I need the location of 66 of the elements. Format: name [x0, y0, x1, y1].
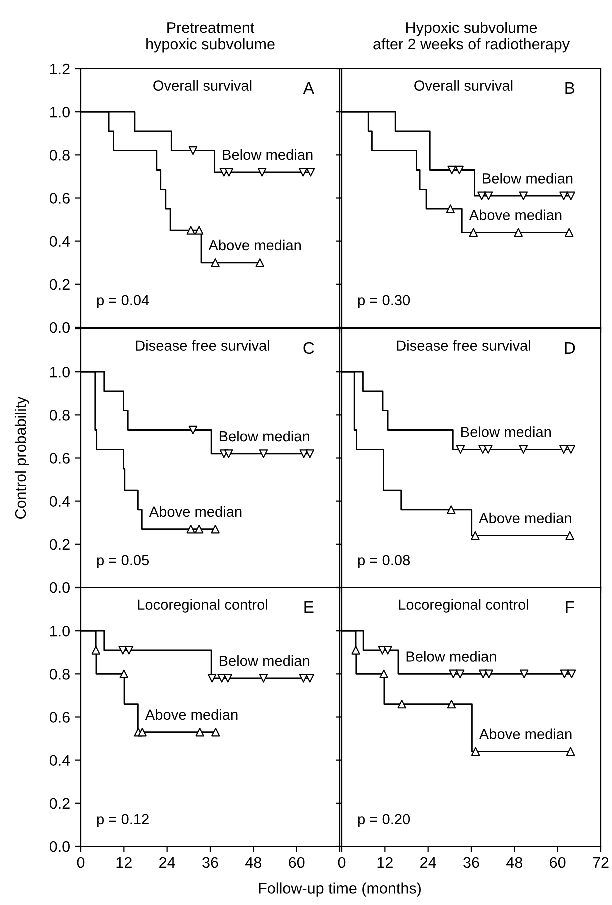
series-label: Above median: [149, 506, 242, 518]
series-label: Above median: [479, 728, 572, 740]
text: Locoregional control: [399, 599, 528, 613]
series-label: Below median: [220, 430, 310, 442]
y-tick-label: 0.8: [50, 410, 70, 421]
y-tick-label: 0.2: [50, 798, 70, 810]
y-axis-title: Control probability: [14, 396, 30, 520]
x-tick-label: 48: [246, 857, 262, 868]
y-tick-label: 0.0: [50, 841, 70, 852]
y-tick-label: 0.2: [50, 279, 70, 290]
y-tick-label: 0.0: [50, 322, 70, 334]
series-label: Above median: [469, 210, 562, 220]
annotation: F: [566, 602, 574, 613]
x-axis-title: Follow-up time (months): [259, 882, 421, 897]
y-tick-label: 0.6: [50, 453, 70, 464]
x-tick-label: 60: [289, 857, 305, 868]
x-tick-label: 36: [464, 857, 480, 868]
series-label: Above median: [145, 709, 238, 720]
y-tick-label: 0.0: [50, 582, 70, 594]
annotation: p = 0.20: [358, 814, 410, 828]
y-tick-label: 1.0: [50, 626, 70, 637]
y-tick-label: 0.6: [50, 193, 70, 204]
text: Locoregional control: [138, 599, 268, 613]
text: Overall survival: [414, 80, 513, 92]
x-tick-label: 24: [420, 857, 436, 868]
annotation: E: [304, 602, 314, 613]
text: Overall survival: [154, 80, 252, 92]
legend-label: Below median: [223, 149, 313, 160]
x-tick-label: 72: [593, 857, 609, 868]
annotation: C: [304, 342, 314, 354]
series-label: Below median: [462, 426, 552, 438]
text: Disease free survival: [136, 340, 270, 352]
y-tick-label: 1.2: [50, 64, 70, 75]
x-tick-label: 0: [77, 857, 85, 868]
annotation: p = 0.04: [97, 295, 150, 308]
annotation: p = 0.05: [97, 555, 150, 568]
x-tick-label: 12: [378, 857, 393, 868]
series-label: Below median: [220, 656, 310, 666]
x-tick-label: 0: [338, 857, 346, 868]
series-label: Below median: [483, 173, 573, 184]
annotation: p = 0.12: [97, 814, 149, 828]
chart-title: Pretreatment hypoxic subvolume: [146, 22, 275, 53]
chart-title: Hypoxic subvolume after 2 weeks of radiotherapy: [374, 22, 570, 53]
x-tick-label: 12: [116, 857, 132, 868]
y-tick-label: 0.8: [50, 150, 70, 161]
text: Disease free survival: [397, 340, 530, 352]
x-tick-label: 48: [506, 857, 522, 868]
annotation: A: [303, 82, 314, 94]
series-label: Above median: [208, 240, 301, 251]
y-tick-label: 1.0: [50, 106, 70, 118]
y-tick-label: 0.6: [50, 712, 70, 723]
annotation: D: [565, 342, 576, 354]
annotation: p = 0.08: [358, 555, 410, 568]
y-tick-label: 0.4: [50, 236, 70, 248]
x-tick-label: 36: [202, 857, 218, 868]
series-label: Below median: [406, 651, 496, 662]
y-tick-label: 0.4: [50, 755, 70, 766]
annotation: p = 0.30: [358, 295, 410, 308]
y-tick-label: 0.2: [50, 539, 70, 550]
annotation: B: [566, 82, 575, 94]
x-tick-label: 60: [550, 857, 566, 868]
y-tick-label: 0.8: [50, 669, 70, 680]
y-tick-label: 1.0: [50, 366, 70, 378]
series-label: Above median: [479, 512, 572, 524]
y-tick-label: 0.4: [50, 496, 70, 508]
x-tick-label: 24: [160, 857, 176, 868]
